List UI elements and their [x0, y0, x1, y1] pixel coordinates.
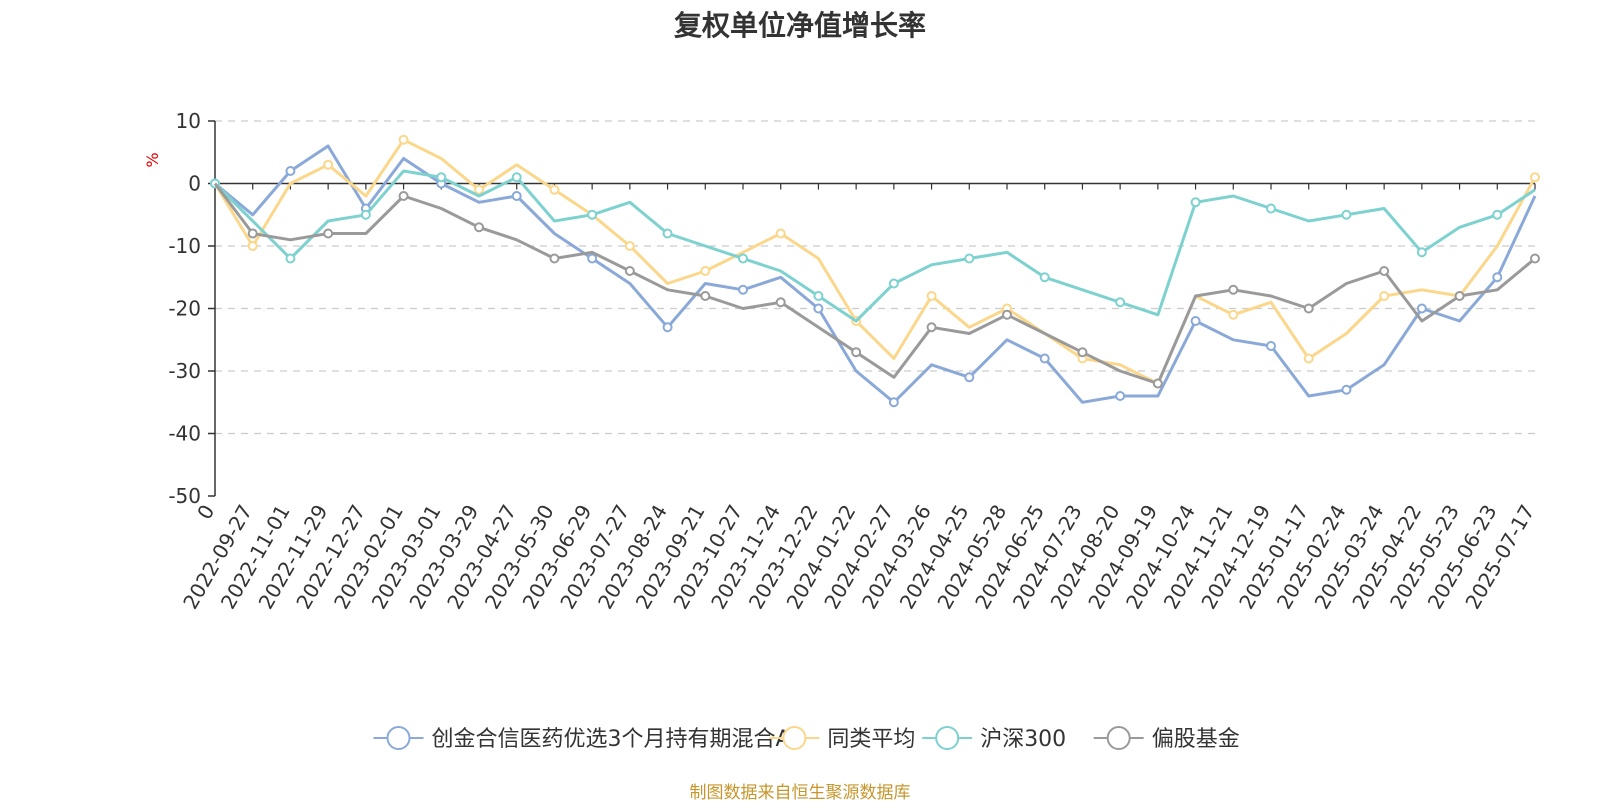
- data-point[interactable]: [1077, 347, 1088, 358]
- x-tick-label: 0: [192, 501, 219, 524]
- data-point[interactable]: [964, 253, 975, 264]
- y-tick-label: 0: [188, 172, 201, 196]
- data-point[interactable]: [398, 134, 409, 145]
- y-tick-label: -30: [168, 359, 201, 383]
- data-point[interactable]: [775, 228, 786, 239]
- data-point[interactable]: [738, 253, 748, 264]
- data-point[interactable]: [700, 291, 711, 301]
- data-point[interactable]: [1530, 172, 1540, 183]
- legend-label: 创金合信医药优选3个月持有期混合A: [432, 727, 791, 752]
- legend-circle-icon: [935, 726, 960, 750]
- legend-circle-icon: [1106, 726, 1131, 750]
- data-point[interactable]: [851, 347, 862, 358]
- data-point[interactable]: [926, 322, 937, 333]
- data-point[interactable]: [247, 228, 258, 239]
- series-line: [213, 182, 1536, 385]
- legend-circle-icon: [782, 726, 807, 750]
- data-point[interactable]: [1303, 353, 1314, 364]
- data-point[interactable]: [323, 159, 334, 170]
- data-point[interactable]: [624, 266, 635, 276]
- data-point[interactable]: [511, 191, 522, 201]
- y-tick-label: -40: [168, 422, 201, 446]
- data-point[interactable]: [1379, 291, 1390, 301]
- data-point[interactable]: [1530, 253, 1540, 264]
- data-point[interactable]: [624, 241, 635, 251]
- data-point[interactable]: [775, 297, 786, 308]
- data-point[interactable]: [738, 284, 748, 295]
- legend-item[interactable]: 沪深300: [922, 726, 1066, 752]
- series-line: [213, 169, 1536, 323]
- data-point[interactable]: [549, 184, 560, 195]
- y-tick-label: -10: [168, 234, 201, 258]
- data-point[interactable]: [1303, 303, 1314, 314]
- data-point[interactable]: [1190, 316, 1201, 326]
- data-point[interactable]: [1341, 384, 1352, 395]
- data-point[interactable]: [1379, 266, 1390, 276]
- data-point[interactable]: [474, 184, 484, 195]
- data-point[interactable]: [813, 303, 824, 314]
- data-point[interactable]: [247, 241, 258, 251]
- data-point[interactable]: [398, 191, 409, 201]
- data-point[interactable]: [285, 253, 296, 264]
- series-line: [214, 144, 1537, 404]
- data-point[interactable]: [1454, 291, 1465, 301]
- legend-label: 同类平均: [827, 727, 915, 752]
- data-point[interactable]: [323, 228, 334, 239]
- data-point[interactable]: [1266, 341, 1276, 351]
- data-point[interactable]: [1416, 247, 1427, 258]
- data-point[interactable]: [1266, 203, 1276, 214]
- data-point[interactable]: [662, 322, 673, 333]
- series-line: [213, 138, 1537, 385]
- data-point[interactable]: [1039, 353, 1050, 364]
- data-point[interactable]: [1002, 309, 1012, 320]
- data-point[interactable]: [926, 291, 937, 301]
- data-point[interactable]: [1152, 378, 1163, 389]
- data-point[interactable]: [964, 372, 975, 383]
- data-point[interactable]: [1190, 197, 1201, 208]
- legend: 创金合信医药优选3个月持有期混合A 同类平均 沪深300 偏股基金: [373, 726, 1240, 752]
- data-point[interactable]: [662, 228, 673, 239]
- legend-item[interactable]: 创金合信医药优选3个月持有期混合A: [373, 726, 791, 752]
- data-point[interactable]: [587, 209, 598, 220]
- data-point[interactable]: [1228, 284, 1239, 295]
- x-tick-labels: 02022-09-272022-11-012022-11-292022-12-2…: [178, 500, 1539, 613]
- data-point[interactable]: [1039, 272, 1050, 283]
- y-tick-label: -20: [168, 297, 201, 321]
- data-point[interactable]: [360, 209, 371, 220]
- data-point[interactable]: [474, 222, 484, 233]
- data-point[interactable]: [1341, 209, 1352, 220]
- data-point[interactable]: [1492, 272, 1503, 283]
- data-point[interactable]: [1115, 297, 1126, 308]
- y-tick-label: -50: [168, 484, 201, 508]
- legend-label: 偏股基金: [1152, 727, 1240, 752]
- data-point[interactable]: [436, 172, 447, 183]
- data-point[interactable]: [1115, 391, 1126, 401]
- y-tick-labels: 10 0 -10 -20 -30 -40 -50: [168, 109, 201, 508]
- y-tick-label: 10: [176, 109, 201, 133]
- legend-circle-icon: [386, 726, 411, 750]
- series-lines: [210, 134, 1540, 408]
- data-point[interactable]: [1416, 303, 1427, 314]
- y-unit-label: %: [143, 152, 162, 167]
- data-point[interactable]: [1492, 209, 1503, 220]
- legend-label: 沪深300: [980, 727, 1066, 752]
- data-point[interactable]: [587, 253, 598, 264]
- data-point[interactable]: [888, 397, 899, 408]
- data-point[interactable]: [813, 291, 824, 301]
- legend-item[interactable]: 偏股基金: [1093, 726, 1240, 752]
- data-point[interactable]: [511, 172, 522, 183]
- data-point[interactable]: [700, 266, 711, 276]
- data-point[interactable]: [888, 278, 899, 289]
- legend-item[interactable]: 同类平均: [769, 726, 915, 752]
- data-point[interactable]: [549, 253, 560, 264]
- data-point[interactable]: [1228, 309, 1239, 320]
- data-source-credit: 制图数据来自恒生聚源数据库: [689, 783, 911, 803]
- chart-title: 复权单位净值增长率: [673, 9, 926, 42]
- data-point[interactable]: [285, 166, 296, 176]
